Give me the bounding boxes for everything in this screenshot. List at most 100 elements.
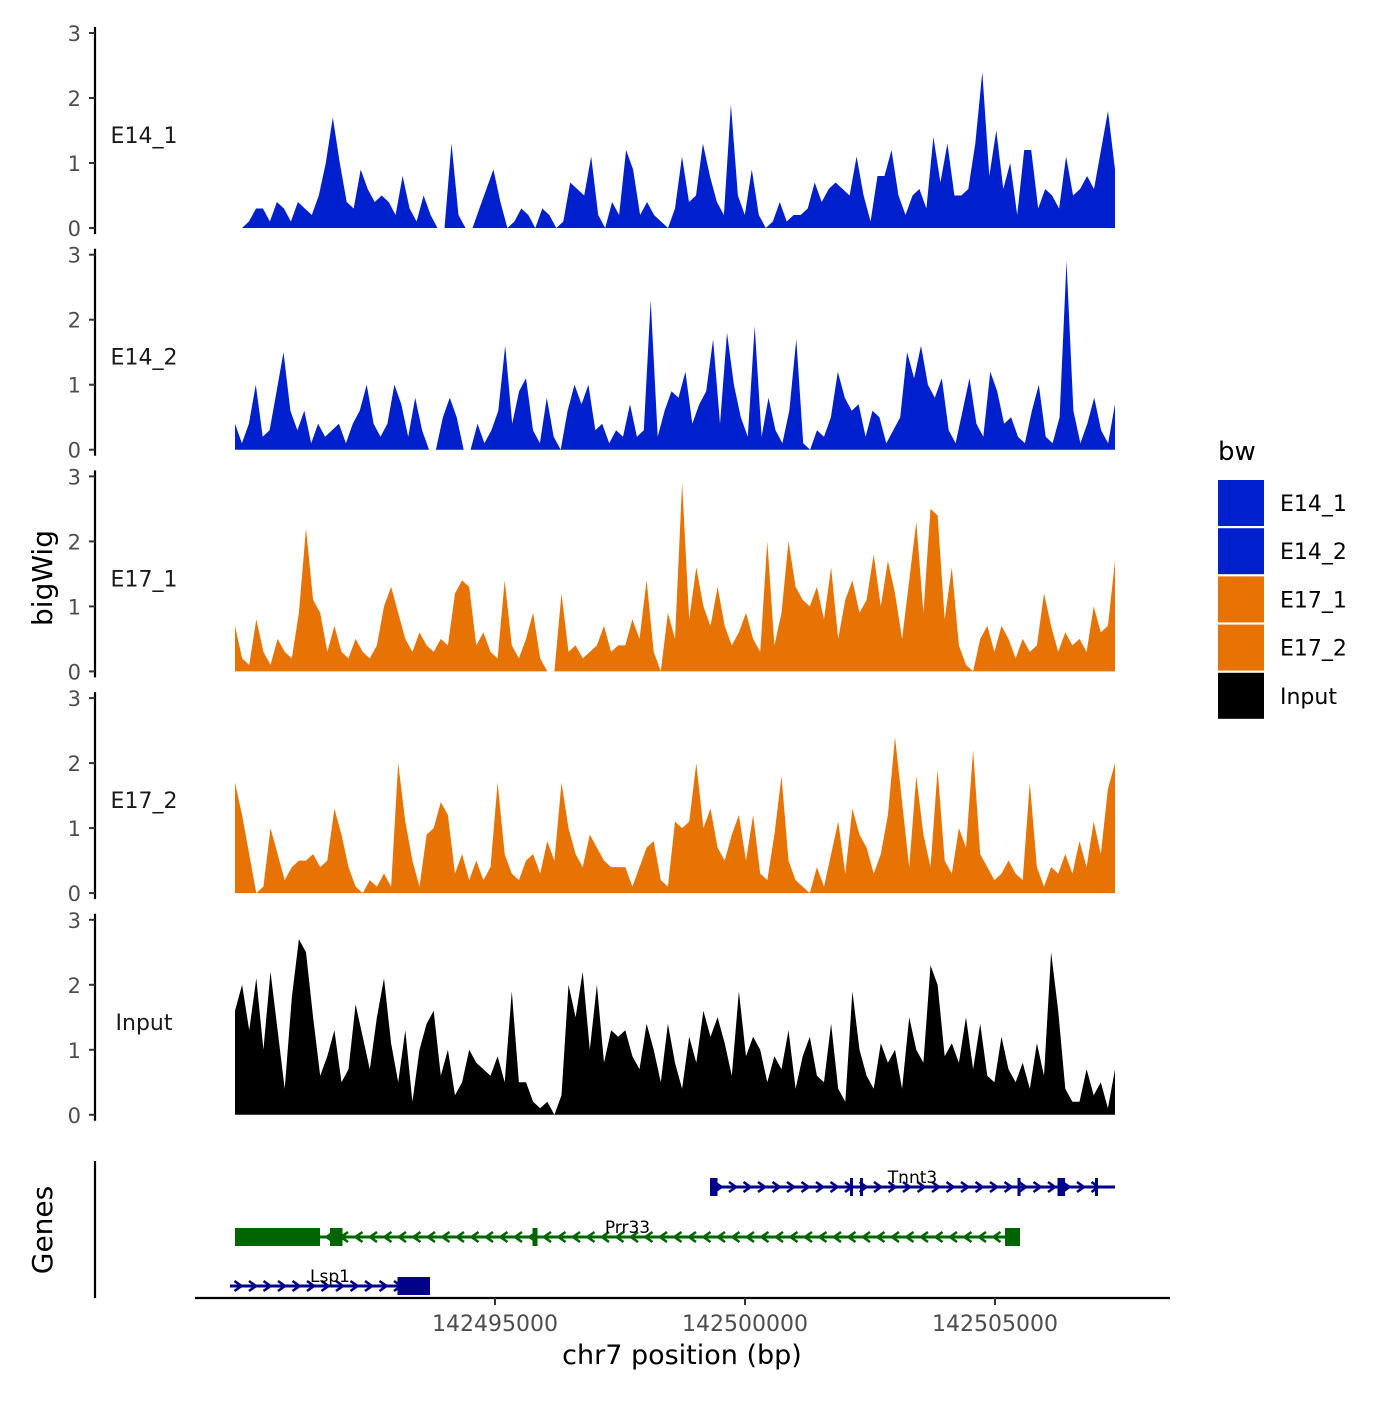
strand-chevron-icon xyxy=(989,1180,1000,1194)
gene-exon xyxy=(235,1228,320,1246)
y-tick-label: 0 xyxy=(68,660,81,684)
track-E14_1: 0 1 2 3 E14_1 xyxy=(68,22,1115,241)
strand-chevron-icon xyxy=(1047,1180,1058,1194)
track-E17_1: 0 1 2 3 E17_1 xyxy=(68,465,1115,684)
y-tick-label: 2 xyxy=(68,87,81,111)
strand-chevron-icon xyxy=(498,1230,509,1244)
legend-label: E14_2 xyxy=(1280,540,1347,565)
strand-chevron-icon xyxy=(829,1180,840,1194)
strand-chevron-icon xyxy=(378,1279,389,1293)
legend-item-Input: Input xyxy=(1218,672,1337,719)
legend-item-E14_1: E14_1 xyxy=(1218,480,1347,526)
x-tick-label: 142495000 xyxy=(432,1312,558,1337)
gene-exon xyxy=(532,1228,538,1246)
track-label: E14_1 xyxy=(111,124,178,149)
strand-chevron-icon xyxy=(367,1230,378,1244)
y-tick-label: 0 xyxy=(68,439,81,463)
legend-item-E14_2: E14_2 xyxy=(1218,528,1347,575)
strand-chevron-icon xyxy=(887,1180,898,1194)
gene-exon xyxy=(1017,1178,1021,1196)
strand-chevron-icon xyxy=(889,1230,900,1244)
coverage-area-E17_2 xyxy=(235,737,1115,894)
strand-chevron-icon xyxy=(643,1230,654,1244)
strand-chevron-icon xyxy=(742,1180,753,1194)
genes-axis-label: Genes xyxy=(26,1186,59,1274)
strand-chevron-icon xyxy=(1018,1180,1029,1194)
strand-chevron-icon xyxy=(788,1230,799,1244)
gene-exon xyxy=(860,1178,863,1196)
gene-label: Lsp1 xyxy=(310,1267,350,1287)
gene-label: Prr33 xyxy=(605,1218,650,1238)
legend-swatch xyxy=(1218,480,1264,526)
strand-chevron-icon xyxy=(962,1230,973,1244)
strand-chevron-icon xyxy=(800,1180,811,1194)
legend-label: E14_1 xyxy=(1280,492,1347,517)
track-label: Input xyxy=(116,1011,173,1036)
strand-chevron-icon xyxy=(744,1230,755,1244)
strand-chevron-icon xyxy=(728,1180,739,1194)
y-tick-label: 2 xyxy=(68,530,81,554)
strand-chevron-icon xyxy=(277,1279,288,1293)
strand-chevron-icon xyxy=(306,1279,317,1293)
coverage-area-E14_1 xyxy=(235,72,1115,228)
strand-chevron-icon xyxy=(353,1230,364,1244)
gene-label: Tnnt3 xyxy=(887,1168,937,1188)
strand-chevron-icon xyxy=(1076,1180,1087,1194)
gene-exon xyxy=(397,1277,430,1295)
strand-chevron-icon xyxy=(628,1230,639,1244)
legend-swatch xyxy=(1218,576,1264,623)
track-label: E17_2 xyxy=(111,789,178,814)
legend-label: E17_2 xyxy=(1280,637,1347,662)
strand-chevron-icon xyxy=(817,1230,828,1244)
track-label: E14_2 xyxy=(111,346,178,371)
y-tick-label: 1 xyxy=(68,374,81,398)
strand-chevron-icon xyxy=(349,1279,360,1293)
strand-chevron-icon xyxy=(614,1230,625,1244)
y-tick-label: 3 xyxy=(68,909,81,933)
y-tick-label: 3 xyxy=(68,687,81,711)
strand-chevron-icon xyxy=(831,1230,842,1244)
y-tick-label: 2 xyxy=(68,309,81,333)
strand-chevron-icon xyxy=(570,1230,581,1244)
strand-chevron-icon xyxy=(483,1230,494,1244)
strand-chevron-icon xyxy=(701,1230,712,1244)
strand-chevron-icon xyxy=(556,1230,567,1244)
strand-chevron-icon xyxy=(759,1230,770,1244)
strand-chevron-icon xyxy=(730,1230,741,1244)
tracks-layer: 0 1 2 3 E14_1 0 1 2 3 E14_2 0 1 2 3 E17_1 0 1 2 3 E17_2 0 1 2 3… xyxy=(68,22,1115,1128)
strand-chevron-icon xyxy=(757,1180,768,1194)
strand-chevron-icon xyxy=(686,1230,697,1244)
y-tick-label: 0 xyxy=(68,1104,81,1128)
y-tick-label: 3 xyxy=(68,22,81,46)
strand-chevron-icon xyxy=(933,1230,944,1244)
y-tick-label: 2 xyxy=(68,974,81,998)
track-Input: 0 1 2 3 Input xyxy=(68,909,1115,1128)
gene-Lsp1: Lsp1 xyxy=(230,1267,430,1295)
strand-chevron-icon xyxy=(233,1279,244,1293)
strand-chevron-icon xyxy=(657,1230,668,1244)
x-tick-label: 142500000 xyxy=(682,1312,808,1337)
y-tick-label: 1 xyxy=(68,595,81,619)
strand-chevron-icon xyxy=(541,1230,552,1244)
gene-exon xyxy=(330,1228,343,1246)
strand-chevron-icon xyxy=(786,1180,797,1194)
legend-label: Input xyxy=(1280,685,1337,710)
strand-chevron-icon xyxy=(382,1230,393,1244)
y-tick-label: 3 xyxy=(68,465,81,489)
strand-chevron-icon xyxy=(947,1230,958,1244)
strand-chevron-icon xyxy=(860,1230,871,1244)
strand-chevron-icon xyxy=(440,1230,451,1244)
track-E14_2: 0 1 2 3 E14_2 xyxy=(68,244,1115,463)
coverage-area-E17_1 xyxy=(235,482,1115,672)
strand-chevron-icon xyxy=(411,1230,422,1244)
legend-items: E14_1 E14_2 E17_1 E17_2 Input xyxy=(1218,480,1347,719)
strand-chevron-icon xyxy=(364,1279,375,1293)
coverage-area-Input xyxy=(235,939,1115,1115)
strand-chevron-icon xyxy=(715,1230,726,1244)
strand-chevron-icon xyxy=(512,1230,523,1244)
strand-chevron-icon xyxy=(916,1180,927,1194)
strand-chevron-icon xyxy=(469,1230,480,1244)
gene-Prr33: Prr33 xyxy=(235,1218,1020,1246)
track-E17_2: 0 1 2 3 E17_2 xyxy=(68,687,1115,906)
strand-chevron-icon xyxy=(976,1230,987,1244)
